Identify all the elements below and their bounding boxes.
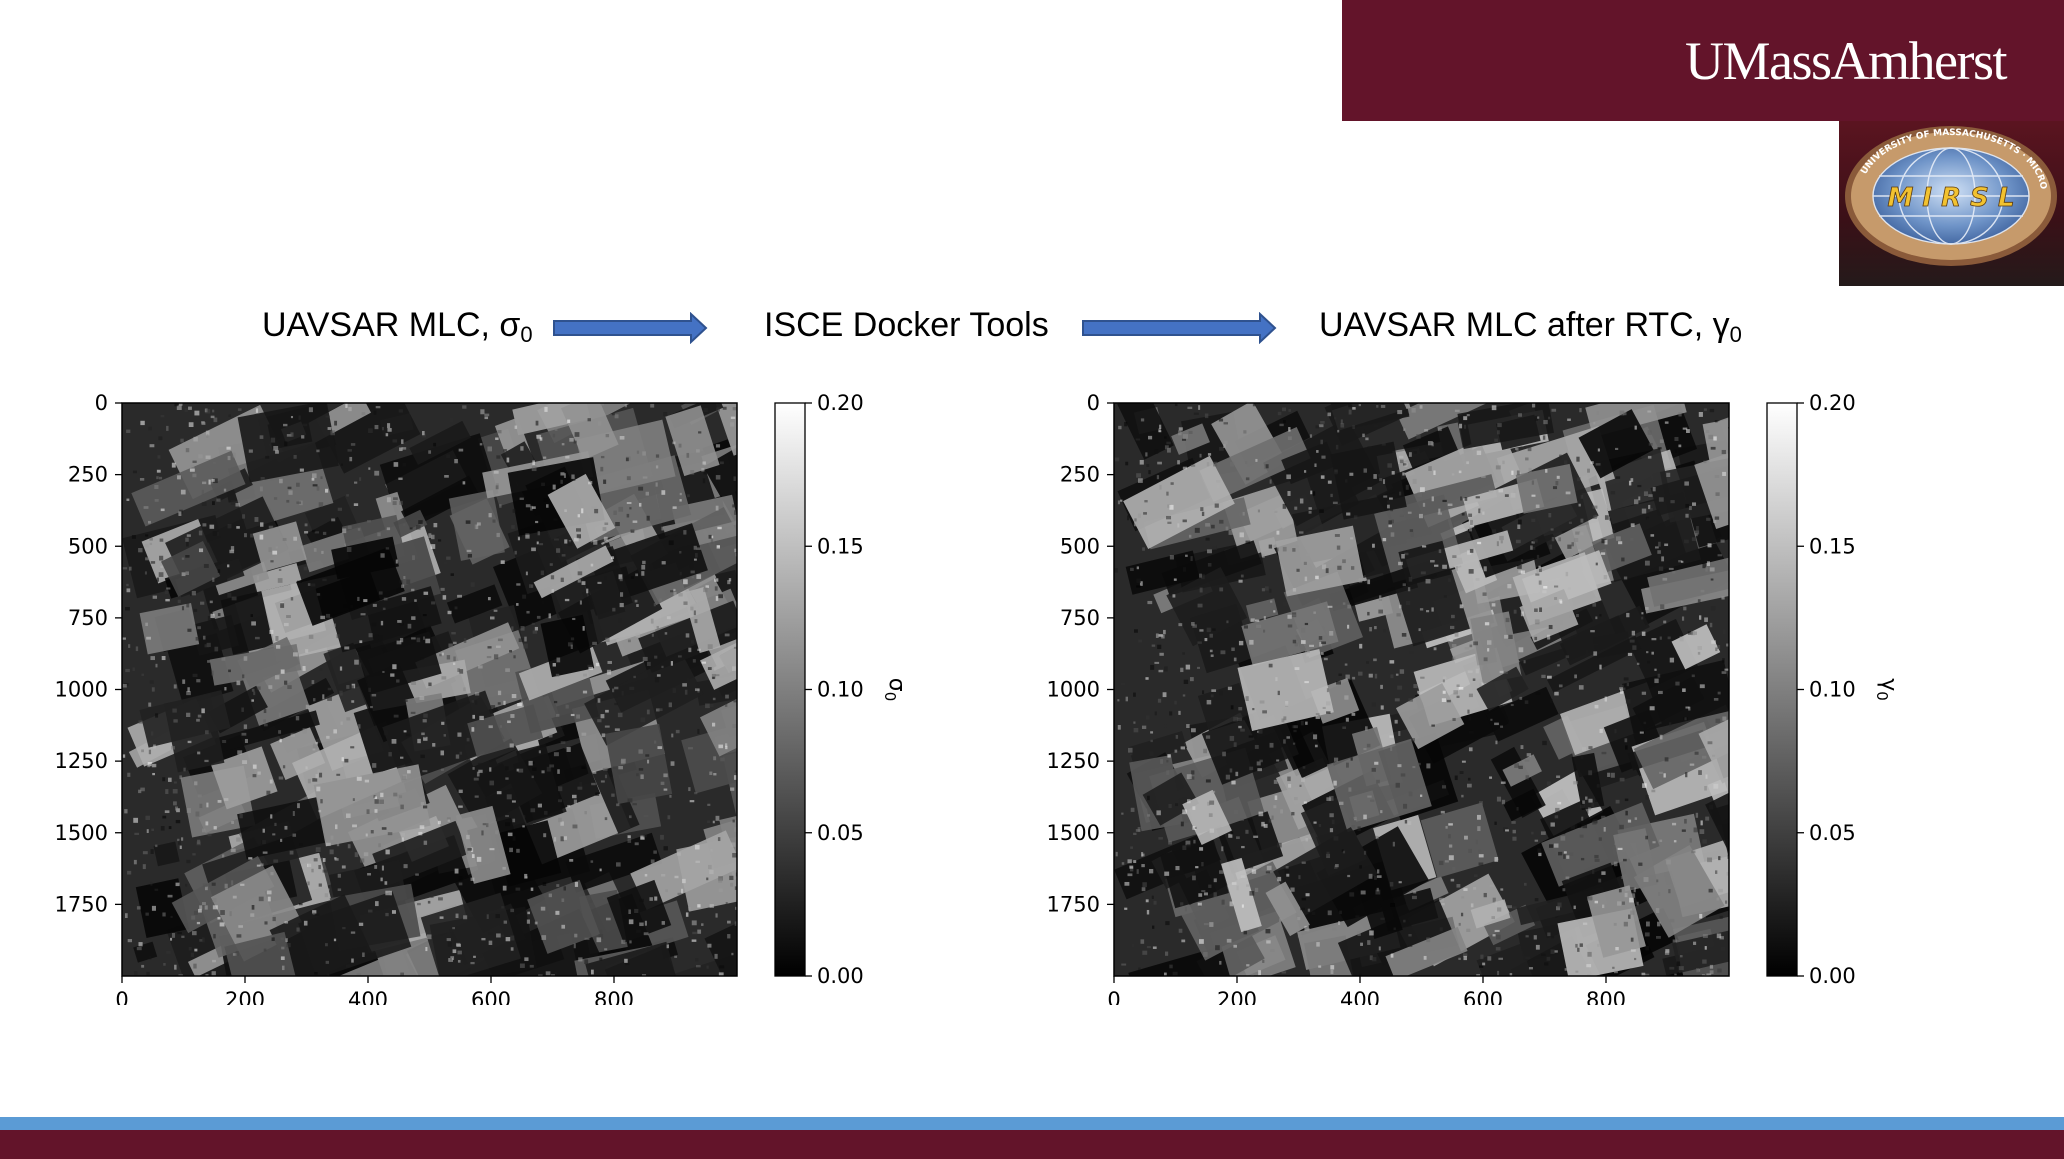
x-tick-label: 600 xyxy=(1463,988,1503,1005)
colorbar-tick-label: 0.20 xyxy=(1809,391,1856,415)
y-tick-label: 750 xyxy=(1060,606,1100,630)
y-tick-label: 250 xyxy=(68,463,108,487)
x-tick-label: 400 xyxy=(1340,988,1380,1005)
colorbar xyxy=(774,402,806,977)
colorbar-tick-label: 0.15 xyxy=(1809,534,1856,558)
globe-seal-icon: M I R S L UNIVERSITY OF MASSACHUSETTS · … xyxy=(1834,114,2057,266)
sar-panel-sigma: 0 250 500 750 1000 1250 1500 1750 0 200 400 600 800 0… xyxy=(55,391,909,1005)
y-tick-label: 1500 xyxy=(1047,821,1100,845)
flow-step-tools: ISCE Docker Tools xyxy=(764,306,1049,345)
brand-wordmark: UMassAmherst xyxy=(1685,31,2007,91)
sar-image xyxy=(121,402,738,977)
colorbar-tick-label: 0.05 xyxy=(1809,821,1856,845)
y-tick-label: 250 xyxy=(1060,463,1100,487)
flow-step-input-label: UAVSAR MLC, σ xyxy=(262,306,521,344)
sar-image xyxy=(1113,402,1730,977)
x-tick-label: 200 xyxy=(1217,988,1257,1005)
y-tick-label: 1750 xyxy=(1047,892,1100,916)
x-tick-label: 400 xyxy=(348,988,388,1005)
colorbar-tick-label: 0.05 xyxy=(817,821,864,845)
lab-logo: M I R S L UNIVERSITY OF MASSACHUSETTS · … xyxy=(1834,114,2064,286)
colorbar-tick-label: 0.10 xyxy=(817,678,864,702)
flow-step-tools-label: ISCE Docker Tools xyxy=(764,306,1049,344)
flow-arrow-icon xyxy=(1082,312,1277,344)
x-tick-label: 0 xyxy=(1107,988,1120,1005)
colorbar-tick-label: 0.00 xyxy=(1809,964,1856,988)
flow-step-input: UAVSAR MLC, σ0 xyxy=(262,306,533,348)
colorbar-label: σ0 xyxy=(881,678,909,702)
y-tick-label: 1750 xyxy=(55,892,108,916)
y-tick-label: 1000 xyxy=(1047,678,1100,702)
flow-step-output-label: UAVSAR MLC after RTC, γ xyxy=(1319,306,1730,344)
x-tick-label: 200 xyxy=(225,988,265,1005)
flow-arrow-icon xyxy=(553,312,708,344)
x-tick-label: 0 xyxy=(115,988,128,1005)
colorbar-tick-label: 0.00 xyxy=(817,964,864,988)
sar-panel-gamma: 0 250 500 750 1000 1250 1500 1750 0 200 400 600 800 0… xyxy=(1047,391,1901,1005)
colorbar-tick-label: 0.10 xyxy=(1809,678,1856,702)
y-tick-label: 1250 xyxy=(55,749,108,773)
colorbar xyxy=(1766,402,1798,977)
y-tick-label: 1000 xyxy=(55,678,108,702)
y-tick-label: 750 xyxy=(68,606,108,630)
footer-bar-blue xyxy=(0,1117,2064,1130)
y-tick-label: 0 xyxy=(1087,391,1100,415)
y-tick-label: 0 xyxy=(95,391,108,415)
header-banner: UMassAmherst xyxy=(1342,0,2064,121)
y-tick-label: 500 xyxy=(68,534,108,558)
footer-bar-maroon xyxy=(0,1130,2064,1159)
colorbar-tick-label: 0.15 xyxy=(817,534,864,558)
flow-step-output: UAVSAR MLC after RTC, γ0 xyxy=(1319,306,1742,348)
colorbar-label: γ0 xyxy=(1873,678,1901,701)
x-tick-label: 800 xyxy=(1586,988,1626,1005)
x-tick-label: 600 xyxy=(471,988,511,1005)
logo-center-text: M I R S L xyxy=(1887,183,2014,213)
y-tick-label: 500 xyxy=(1060,534,1100,558)
colorbar-tick-label: 0.20 xyxy=(817,391,864,415)
flow-step-input-sub: 0 xyxy=(520,322,533,347)
flow-step-output-sub: 0 xyxy=(1729,322,1742,347)
y-tick-label: 1500 xyxy=(55,821,108,845)
y-tick-label: 1250 xyxy=(1047,749,1100,773)
x-tick-label: 800 xyxy=(594,988,634,1005)
